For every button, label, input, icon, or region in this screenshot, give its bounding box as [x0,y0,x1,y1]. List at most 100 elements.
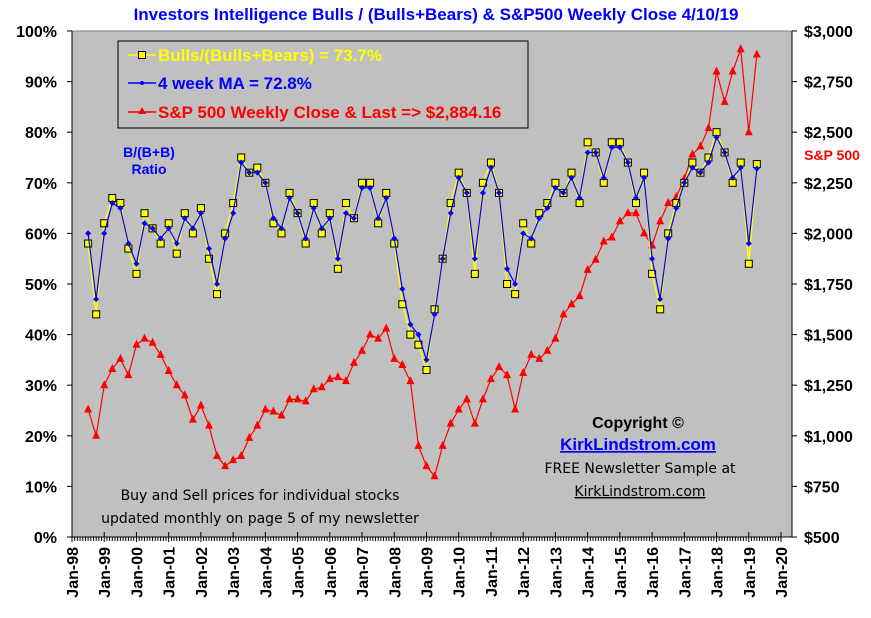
data-point-triangle [720,96,729,105]
data-point-diamond [302,235,309,242]
data-point-diamond [85,230,92,237]
data-point-diamond [536,215,543,222]
data-point-diamond [254,169,261,176]
data-point-diamond [415,331,422,338]
buysell-note-line1: Buy and Sell prices for individual stock… [121,488,400,504]
x-tick-label: Jan-15 [613,547,630,598]
data-point-diamond [584,149,591,156]
data-point-square [406,330,415,339]
data-point-diamond [681,179,688,186]
data-point-triangle [140,333,149,342]
data-point-triangle [728,66,737,75]
data-point-diamond [608,144,615,151]
site-link[interactable]: KirkLindstrom.com [560,435,716,454]
data-point-diamond [455,174,462,181]
data-point-diamond [286,194,293,201]
data-point-diamond [133,260,140,267]
data-point-diamond [109,200,116,207]
x-tick-label: Jan-09 [420,547,437,598]
legend: Bulls/(Bulls+Bears) = 73.7% 4 week MA = … [117,40,529,129]
newsletter-link[interactable]: KirkLindstrom.com [574,484,705,500]
data-point-diamond [93,296,100,303]
data-point-diamond [278,225,285,232]
data-point-triangle [696,141,705,150]
left-tick-label: 80% [25,125,57,142]
left-tick-label: 10% [25,479,57,496]
right-axis-ticks: $500 $750 $1,000 $1,250 $1,500 $1,750 $2,000 $2… [792,24,853,547]
legend-marker-triangle-icon [138,107,146,114]
x-tick-label: Jan-13 [548,547,565,598]
data-point-triangle [196,400,205,409]
data-point-triangle [253,420,262,429]
data-point-triangle [108,364,117,373]
data-point-square [744,259,753,268]
data-point-triangle [422,461,431,470]
data-point-square [213,290,222,299]
data-point-triangle [519,368,528,377]
data-point-diamond [222,235,229,242]
data-point-triangle [148,337,157,346]
data-point-triangle [124,370,133,379]
data-point-diamond [157,235,164,242]
right-tick-label: $500 [804,530,840,547]
data-point-triangle [92,430,101,439]
series-sp500 [84,44,761,480]
data-point-triangle [551,333,560,342]
data-point-triangle [84,404,93,413]
data-point-triangle [325,374,334,383]
ratio-axis-label-line1: B/(B+B) [123,144,175,160]
data-point-diamond [665,235,672,242]
legend-marker-square-icon [138,51,146,59]
data-point-diamond [713,134,720,141]
x-tick-label: Jan-17 [677,547,694,598]
data-point-diamond [350,215,357,222]
left-tick-label: 0% [34,530,57,547]
data-point-diamond [447,210,454,217]
data-point-triangle [188,414,197,423]
right-tick-label: $1,250 [804,378,853,395]
data-point-triangle [583,264,592,273]
x-tick-label: Jan-05 [291,547,308,598]
right-tick-label: $2,500 [804,125,853,142]
legend-label-sp500: S&P 500 Weekly Close & Last => $2,884.16 [158,103,501,122]
legend-marker-diamond-icon [140,81,144,85]
data-point-triangle [736,44,745,53]
data-point-triangle [688,149,697,158]
data-point-diamond [294,210,301,217]
data-point-diamond [125,240,132,247]
data-point-diamond [544,205,551,212]
data-point-diamond [721,149,728,156]
data-point-triangle [100,380,109,389]
data-point-diamond [246,169,253,176]
data-point-diamond [439,255,446,262]
left-tick-label: 60% [25,226,57,243]
data-point-diamond [342,210,349,217]
right-tick-label: $2,250 [804,176,853,193]
data-point-diamond [326,215,333,222]
data-point-diamond [423,356,430,363]
data-point-triangle [470,418,479,427]
x-tick-label: Jan-02 [194,547,211,598]
data-point-triangle [454,404,463,413]
buysell-note-line2: updated monthly on page 5 of my newslett… [101,511,419,527]
data-point-diamond [367,184,374,191]
data-point-diamond [205,245,212,252]
data-point-square [92,310,101,319]
data-point-triangle [511,404,520,413]
data-point-triangle [559,309,568,318]
left-tick-label: 50% [25,277,57,294]
data-point-triangle [213,451,222,460]
data-point-triangle [358,345,367,354]
x-tick-label: Jan-18 [710,547,727,598]
left-tick-label: 40% [25,328,57,345]
data-point-square [140,209,149,218]
data-point-diamond [165,225,172,232]
data-point-triangle [712,66,721,75]
data-point-diamond [729,174,736,181]
data-point-diamond [753,165,760,172]
data-point-triangle [430,471,439,480]
data-point-square [341,199,350,208]
data-point-diamond [528,235,535,242]
ratio-axis-label-line2: Ratio [132,161,167,177]
